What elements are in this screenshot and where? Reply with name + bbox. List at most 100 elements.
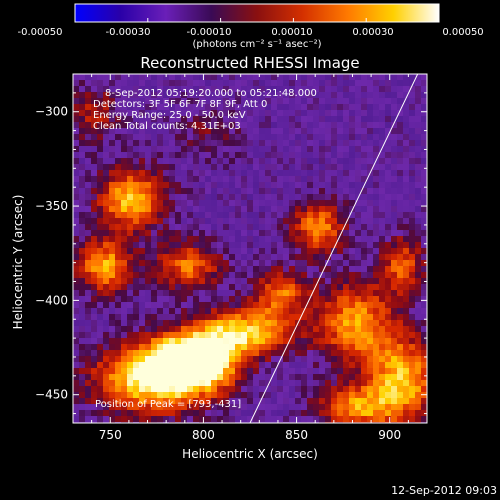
heatmap-cell — [283, 158, 289, 164]
heatmap-cell — [271, 398, 277, 404]
heatmap-cell — [355, 326, 361, 332]
heatmap-cell — [217, 224, 223, 230]
heatmap-cell — [193, 398, 199, 404]
heatmap-cell — [205, 236, 211, 242]
heatmap-cell — [277, 404, 283, 410]
heatmap-cell — [193, 200, 199, 206]
heatmap-cell — [367, 350, 373, 356]
heatmap-cell — [313, 242, 319, 248]
heatmap-cell — [151, 140, 157, 146]
heatmap-cell — [145, 242, 151, 248]
heatmap-cell — [169, 290, 175, 296]
heatmap-cell — [397, 326, 403, 332]
heatmap-cell — [109, 272, 115, 278]
heatmap-cell — [241, 356, 247, 362]
heatmap-cell — [385, 194, 391, 200]
heatmap-cell — [175, 266, 181, 272]
heatmap-cell — [133, 134, 139, 140]
heatmap-cell — [211, 242, 217, 248]
heatmap-cell — [259, 344, 265, 350]
heatmap-cell — [229, 416, 235, 422]
heatmap-cell — [145, 278, 151, 284]
heatmap-cell — [241, 170, 247, 176]
heatmap-cell — [397, 170, 403, 176]
heatmap-cell — [289, 308, 295, 314]
heatmap-cell — [157, 278, 163, 284]
heatmap-cell — [169, 254, 175, 260]
heatmap-cell — [145, 296, 151, 302]
heatmap-cell — [307, 140, 313, 146]
heatmap-cell — [139, 332, 145, 338]
heatmap-cell — [367, 338, 373, 344]
heatmap-cell — [199, 152, 205, 158]
heatmap-cell — [151, 254, 157, 260]
heatmap-cell — [265, 92, 271, 98]
heatmap-cell — [319, 230, 325, 236]
heatmap-cell — [97, 176, 103, 182]
heatmap-cell — [301, 164, 307, 170]
heatmap-cell — [241, 236, 247, 242]
heatmap-cell — [361, 74, 367, 80]
heatmap-cell — [187, 182, 193, 188]
heatmap-cell — [319, 416, 325, 422]
heatmap-cell — [415, 320, 421, 326]
heatmap-cell — [235, 224, 241, 230]
heatmap-cell — [361, 140, 367, 146]
heatmap-cell — [349, 368, 355, 374]
heatmap-cell — [247, 314, 253, 320]
heatmap-cell — [277, 188, 283, 194]
heatmap-cell — [283, 338, 289, 344]
heatmap-cell — [163, 128, 169, 134]
heatmap-cell — [403, 128, 409, 134]
heatmap-cell — [193, 230, 199, 236]
heatmap-cell — [379, 410, 385, 416]
heatmap-cell — [103, 416, 109, 422]
heatmap-cell — [115, 290, 121, 296]
heatmap-cell — [355, 272, 361, 278]
heatmap-cell — [229, 302, 235, 308]
heatmap-cell — [343, 296, 349, 302]
heatmap-cell — [127, 128, 133, 134]
heatmap-cell — [283, 278, 289, 284]
heatmap-cell — [145, 164, 151, 170]
heatmap-cell — [385, 146, 391, 152]
heatmap-cell — [391, 176, 397, 182]
heatmap-cell — [301, 134, 307, 140]
heatmap-cell — [157, 416, 163, 422]
heatmap-cell — [127, 314, 133, 320]
heatmap-cell — [205, 404, 211, 410]
heatmap-cell — [277, 386, 283, 392]
heatmap-cell — [199, 140, 205, 146]
heatmap-cell — [175, 260, 181, 266]
heatmap-cell — [109, 74, 115, 80]
heatmap-cell — [319, 302, 325, 308]
heatmap-cell — [415, 308, 421, 314]
heatmap-cell — [307, 392, 313, 398]
heatmap-cell — [271, 212, 277, 218]
heatmap-cell — [367, 164, 373, 170]
heatmap-cell — [409, 182, 415, 188]
heatmap-cell — [205, 110, 211, 116]
heatmap-cell — [109, 338, 115, 344]
heatmap-cell — [325, 416, 331, 422]
heatmap-cell — [307, 80, 313, 86]
heatmap-cell — [397, 242, 403, 248]
heatmap-cell — [361, 236, 367, 242]
heatmap-cell — [307, 110, 313, 116]
heatmap-cell — [139, 380, 145, 386]
heatmap-cell — [331, 416, 337, 422]
heatmap-cell — [403, 134, 409, 140]
heatmap-cell — [205, 368, 211, 374]
heatmap-cell — [415, 344, 421, 350]
heatmap-cell — [193, 74, 199, 80]
heatmap-cell — [121, 152, 127, 158]
heatmap-cell — [409, 212, 415, 218]
info-block: 8-Sep-2012 05:19:20.000 to 05:21:48.000D… — [93, 88, 317, 132]
heatmap-cell — [139, 308, 145, 314]
heatmap-cell — [139, 272, 145, 278]
heatmap-cell — [313, 230, 319, 236]
heatmap-cell — [175, 326, 181, 332]
heatmap-cell — [151, 104, 157, 110]
heatmap-cell — [331, 266, 337, 272]
heatmap-cell — [79, 380, 85, 386]
